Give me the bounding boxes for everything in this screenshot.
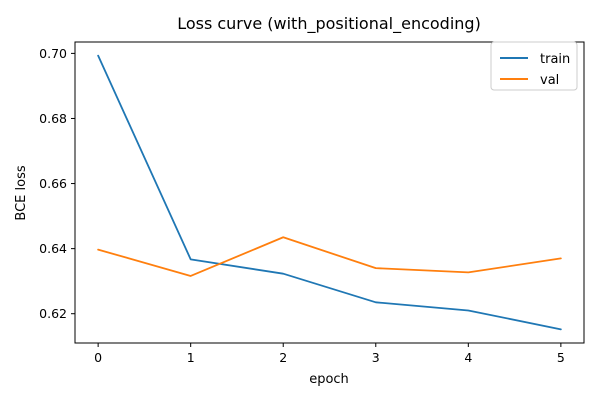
y-tick-label: 0.70 (39, 46, 67, 61)
chart-title: Loss curve (with_positional_encoding) (177, 14, 481, 34)
x-tick-label: 3 (372, 350, 380, 365)
x-tick-label: 1 (187, 350, 195, 365)
series-line-train (97, 54, 562, 331)
x-axis-label: epoch (309, 372, 349, 387)
y-tick-label: 0.62 (39, 306, 67, 321)
plot-area: 0 1 2 3 4 5 0.62 0.64 0.66 0.68 0.70 (39, 41, 585, 365)
legend-label-val: val (540, 73, 559, 88)
y-tick-label: 0.66 (39, 176, 67, 191)
series-line-val (97, 236, 562, 277)
axes-frame (74, 41, 585, 344)
y-axis-label: BCE loss (14, 165, 29, 220)
series-lines (97, 54, 562, 331)
legend-label-train: train (540, 52, 570, 67)
x-tick-label: 0 (94, 350, 102, 365)
x-tick-label: 2 (279, 350, 287, 365)
y-tick-label: 0.64 (39, 241, 67, 256)
x-tick-label: 5 (557, 350, 565, 365)
y-tick-label: 0.68 (39, 111, 67, 126)
y-axis-ticks: 0.62 0.64 0.66 0.68 0.70 (39, 46, 75, 321)
legend: train val (490, 41, 578, 91)
x-tick-label: 4 (464, 350, 472, 365)
x-axis-ticks: 0 1 2 3 4 5 (94, 343, 565, 365)
